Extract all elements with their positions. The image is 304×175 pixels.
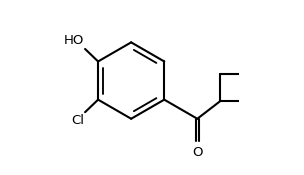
Text: HO: HO: [64, 34, 84, 47]
Text: Cl: Cl: [71, 114, 84, 127]
Text: O: O: [192, 146, 202, 159]
